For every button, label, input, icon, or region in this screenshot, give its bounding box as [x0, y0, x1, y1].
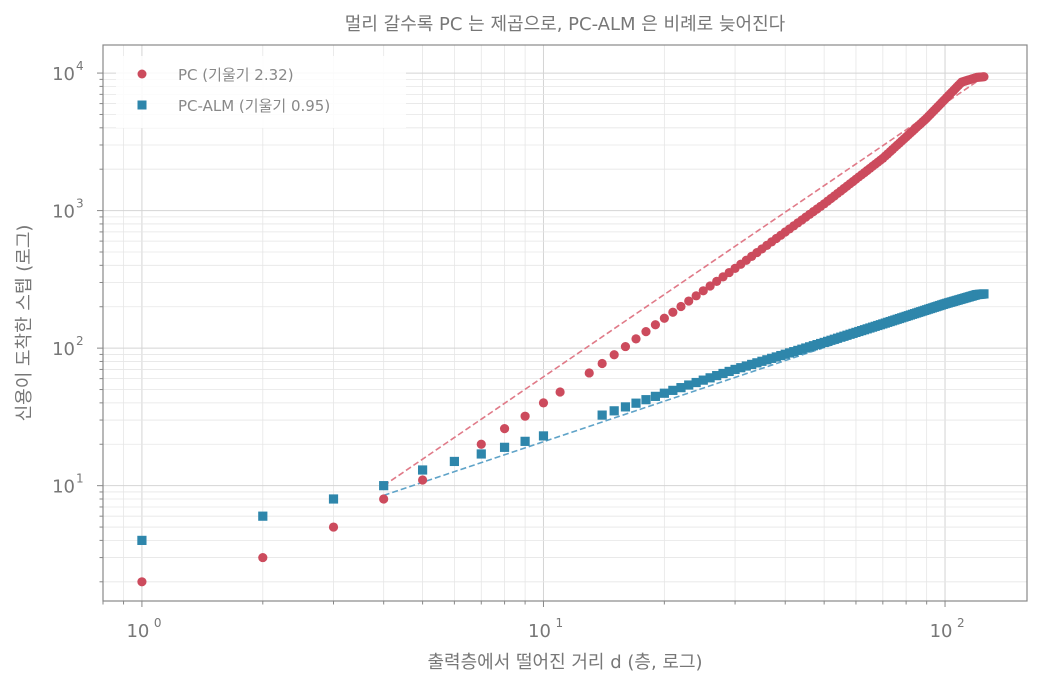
point-pc-alm [736, 363, 746, 373]
point-pc [584, 368, 594, 378]
point-pc-alm [698, 375, 708, 385]
x-tick-label-exponent: 0 [154, 616, 162, 630]
point-pc [650, 320, 661, 330]
point-pc-alm [609, 406, 619, 416]
point-pc [698, 286, 708, 296]
x-tick-label: 10 [528, 621, 551, 642]
point-pc [520, 411, 530, 421]
point-pc [631, 334, 641, 344]
point-pc [609, 350, 619, 360]
point-pc [499, 423, 510, 434]
point-pc-alm [684, 380, 694, 390]
point-pc-alm [538, 431, 549, 441]
point-pc-alm [762, 355, 772, 365]
legend-label-pc-alm: PC-ALM (기울기 0.95) [178, 97, 330, 115]
legend-marker-pc [137, 69, 147, 79]
y-tick-label-exponent: 1 [76, 472, 84, 486]
point-pc [597, 358, 607, 369]
legend-label-pc: PC (기울기 2.32) [178, 66, 294, 84]
point-pc-alm [620, 402, 631, 412]
point-pc [659, 313, 669, 323]
point-pc-alm [137, 535, 147, 545]
point-pc [705, 281, 715, 291]
point-pc-alm [747, 359, 757, 369]
point-pc-alm [752, 358, 762, 368]
point-pc [137, 577, 147, 587]
y-tick-label-exponent: 4 [76, 59, 84, 73]
point-pc [379, 494, 389, 504]
point-pc-alm [520, 436, 530, 446]
point-pc-alm [258, 511, 268, 521]
point-pc [620, 341, 631, 352]
axis-ticks: 10 0 10 1 10 210 110 210 310 4 [52, 59, 965, 642]
point-pc [684, 296, 694, 306]
point-pc-alm [767, 353, 777, 363]
point-pc [668, 307, 678, 317]
point-pc-alm [597, 410, 607, 420]
fit-lines [383, 76, 985, 497]
point-pc-alm [328, 494, 339, 504]
point-pc-alm [718, 368, 728, 379]
y-tick-label-exponent: 3 [76, 197, 84, 211]
fit-line-pc [383, 76, 985, 487]
point-pc-alm [659, 388, 669, 398]
chart-title: 멀리 갈수록 PC 는 제곱으로, PC-ALM 은 비례로 늦어진다 [345, 14, 786, 35]
point-pc-alm [641, 395, 651, 405]
point-pc [328, 522, 339, 532]
point-pc-alm [449, 456, 459, 467]
x-axis-label: 출력층에서 떨어진 거리 d (층, 로그) [427, 652, 702, 673]
x-tick-label-exponent: 1 [555, 616, 563, 630]
x-tick-label: 10 [126, 621, 149, 642]
point-pc-alm [979, 289, 989, 299]
point-pc [417, 475, 428, 485]
x-tick-label: 10 [930, 621, 953, 642]
point-pc-alm [650, 391, 661, 401]
point-pc-alm [730, 364, 740, 375]
data-points [137, 72, 989, 587]
legend: PC (기울기 2.32) PC-ALM (기울기 0.95) [116, 56, 406, 128]
point-pc [538, 398, 549, 408]
point-pc-alm [379, 481, 389, 491]
point-pc [641, 327, 651, 337]
point-pc-alm [757, 356, 767, 366]
grid-layer [102, 45, 1027, 601]
point-pc-alm [668, 385, 678, 395]
y-tick-label-exponent: 2 [76, 334, 84, 348]
point-pc-alm [631, 398, 641, 408]
plot-frame [102, 44, 1028, 602]
point-pc-alm [724, 366, 734, 377]
point-pc [476, 439, 486, 449]
point-pc [691, 291, 701, 301]
point-pc-alm [476, 449, 486, 459]
y-axis-label: 신용이 도착한 스텝 (로그) [14, 225, 35, 422]
point-pc-alm [712, 371, 722, 381]
x-tick-label-exponent: 2 [957, 616, 965, 630]
point-pc-alm [741, 361, 751, 371]
point-pc-alm [691, 377, 701, 388]
y-tick-label: 10 [52, 64, 75, 85]
y-tick-label: 10 [52, 477, 75, 498]
point-pc [676, 301, 686, 312]
point-pc [555, 387, 565, 397]
point-pc [258, 552, 268, 563]
y-tick-label: 10 [52, 339, 75, 360]
point-pc-alm [705, 373, 715, 383]
point-pc-alm [499, 442, 510, 452]
point-pc-alm [676, 383, 686, 393]
legend-box [116, 56, 406, 128]
point-pc-alm [417, 465, 428, 475]
legend-marker-pc-alm [137, 100, 147, 110]
y-tick-label: 10 [52, 202, 75, 223]
point-pc [979, 72, 989, 82]
